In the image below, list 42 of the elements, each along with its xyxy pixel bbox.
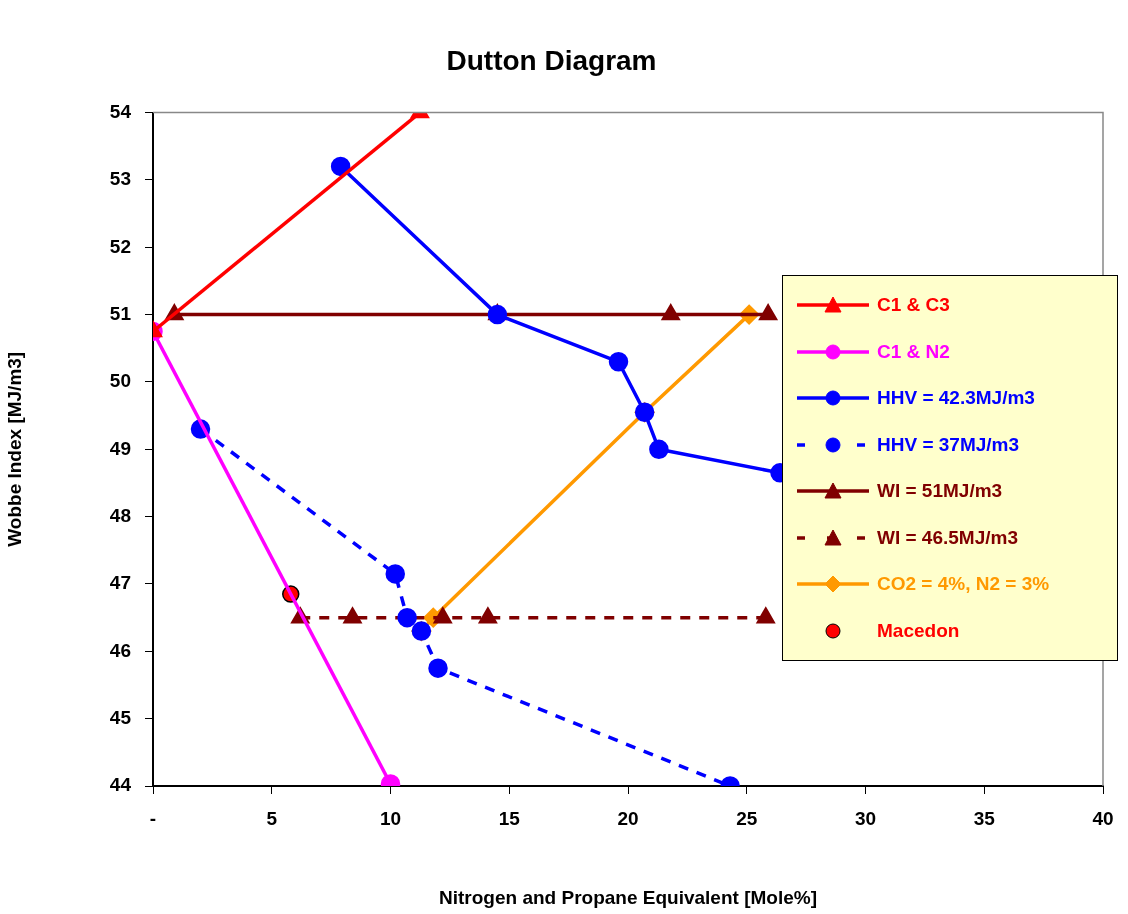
y-tick-label: 54 [109,100,132,122]
x-tick-label: 35 [973,807,996,829]
point [330,156,351,177]
y-tick-label: 53 [109,168,131,190]
point [385,564,405,584]
x-tick-label: - [149,807,157,829]
y-tick-label: 50 [109,370,131,392]
point [487,304,508,325]
y-tick-label: 49 [109,437,131,459]
legend-label: HHV = 42.3MJ/m3 [877,387,1035,410]
x-tick-label: 10 [379,807,402,829]
x-tick-label: 5 [266,807,278,829]
x-tick-label: 20 [617,807,639,829]
x-tick-label: 40 [1092,807,1114,829]
point [434,607,452,624]
y-axis-title: Wobbe Index [MJ/m3] [3,351,25,547]
x-axis-title: Nitrogen and Propane Equivalent [Mole%] [439,886,817,908]
y-tick-label: 51 [109,302,132,324]
chart-title: Dutton Diagram [446,44,657,76]
x-tick-label: 25 [736,807,758,829]
y-tick-label: 52 [109,235,131,257]
legend-label: HHV = 37MJ/m3 [877,433,1020,456]
y-tick-label: 47 [109,572,131,594]
point [608,352,629,372]
legend-label: CO2 = 4%, N2 = 3% [877,573,1050,596]
y-tick-label: 48 [109,504,131,526]
y-tick-label: 45 [109,706,132,728]
y-tick-label: 46 [109,639,131,661]
x-tick-label: 30 [854,807,877,829]
point [428,658,448,678]
point [757,607,775,624]
point [479,607,497,624]
legend-label: WI = 46.5MJ/m3 [877,526,1018,549]
legend-label: C1 & C3 [877,294,950,317]
point [397,607,417,628]
y-tick-label: 44 [109,774,132,796]
x-tick-label: 15 [498,807,521,829]
legend-label: Macedon [877,619,960,642]
legend-label: C1 & N2 [877,340,950,363]
point [343,607,362,624]
legend-label: WI = 51MJ/m3 [877,480,1003,503]
point [649,439,669,460]
